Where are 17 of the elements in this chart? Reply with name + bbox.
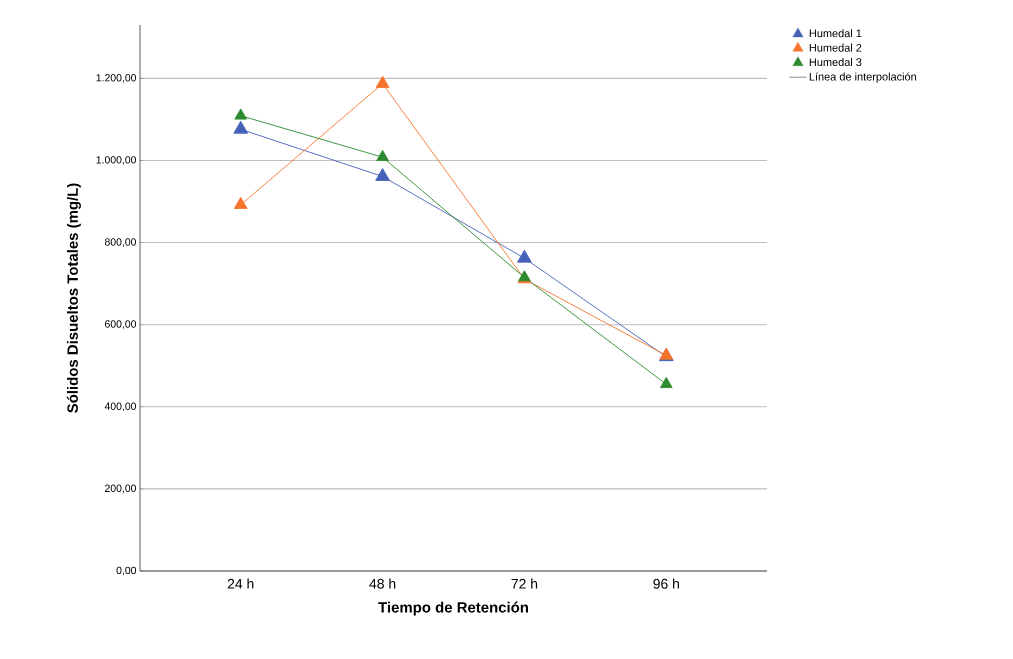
legend-label: Humedal 2 [809, 43, 862, 52]
y-axis-title: Sólidos Disueltos Totales (mg/L) [66, 183, 81, 413]
legend-label: Línea de interpolación [809, 72, 916, 83]
y-tick-label: 600,00 [105, 320, 137, 330]
x-axis-title: Tiempo de Retención [378, 601, 528, 616]
y-tick-label: 800,00 [104, 238, 137, 247]
x-tick-label: 48 h [369, 578, 396, 589]
legend-label: Humedal 3 [809, 58, 862, 67]
x-tick-label: 96 h [653, 578, 679, 589]
y-tick-label: 1.000,00 [96, 156, 137, 165]
y-tick-label: 200,00 [105, 484, 137, 494]
y-tick-label: 0,00 [116, 566, 137, 576]
legend-label: Humedal 1 [809, 29, 862, 38]
x-tick-label: 24 h [227, 578, 254, 589]
y-tick-label: 400,00 [104, 402, 137, 412]
x-tick-label: 72 h [511, 578, 538, 589]
y-tick-label: 1.200,00 [96, 74, 137, 83]
